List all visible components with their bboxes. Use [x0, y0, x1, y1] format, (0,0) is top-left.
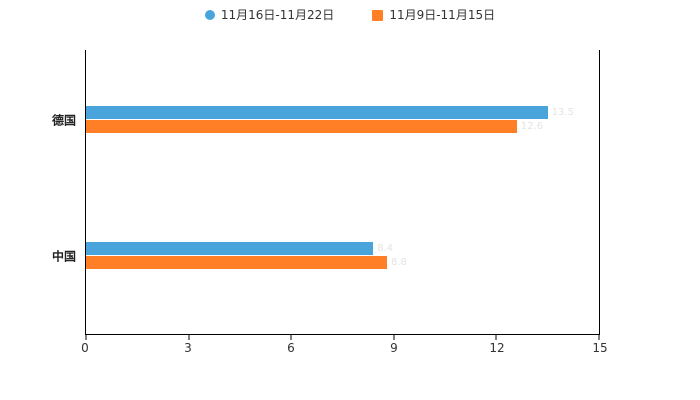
- legend-item-series1[interactable]: 11月16日-11月22日: [204, 8, 335, 22]
- legend-marker-circle-icon: [204, 10, 215, 20]
- x-tick-label: 12: [489, 341, 505, 355]
- x-axis-ticks: 0 3 6 9 12 15: [81, 341, 607, 361]
- category-label-1: 德国: [51, 113, 76, 128]
- bar-series2-category2[interactable]: [86, 255, 387, 269]
- bar-row: 8.4: [86, 241, 599, 256]
- bar-group-2: 8.4 8.8: [86, 241, 599, 270]
- legend: 11月16日-11月22日 11月9日-11月15日: [0, 8, 700, 22]
- plot-wrapper: 13.5 12.6 德国 8.4 8.8 中国 0 3 6 9 12 15: [52, 50, 608, 355]
- bar-value-label: 12.6: [520, 120, 544, 132]
- x-tick-label: 0: [81, 341, 89, 355]
- legend-label-series2: 11月9日-11月15日: [389, 8, 496, 22]
- category-label-2: 中国: [51, 249, 76, 264]
- bar-series1-category1[interactable]: [86, 105, 548, 119]
- bar-row: 12.6: [86, 119, 599, 134]
- bar-value-label: 8.4: [377, 242, 394, 254]
- bar-value-label: 13.5: [551, 106, 574, 118]
- legend-marker-square-icon: [372, 9, 384, 21]
- bar-series1-category2[interactable]: [86, 241, 374, 255]
- bar-series2-category1[interactable]: [86, 119, 517, 133]
- x-tick-label: 9: [390, 341, 398, 355]
- x-tick-mark: [495, 334, 497, 340]
- x-tick-mark: [85, 334, 87, 340]
- bar-row: 13.5: [86, 105, 599, 120]
- x-tick-label: 3: [184, 341, 192, 355]
- x-tick-mark: [393, 334, 395, 340]
- plot-area: 13.5 12.6 德国 8.4 8.8 中国: [52, 50, 600, 340]
- bar-value-label: 8.8: [390, 256, 407, 268]
- x-tick-mark: [290, 334, 292, 340]
- legend-item-series2[interactable]: 11月9日-11月15日: [372, 8, 495, 22]
- bar-group-1: 13.5 12.6: [86, 105, 599, 134]
- bar-row: 8.8: [86, 255, 599, 270]
- legend-label-series1: 11月16日-11月22日: [220, 8, 335, 22]
- x-tick-mark: [188, 334, 190, 340]
- x-tick-mark: [598, 334, 600, 340]
- x-tick-label: 15: [592, 341, 608, 355]
- x-tick-label: 6: [287, 341, 295, 355]
